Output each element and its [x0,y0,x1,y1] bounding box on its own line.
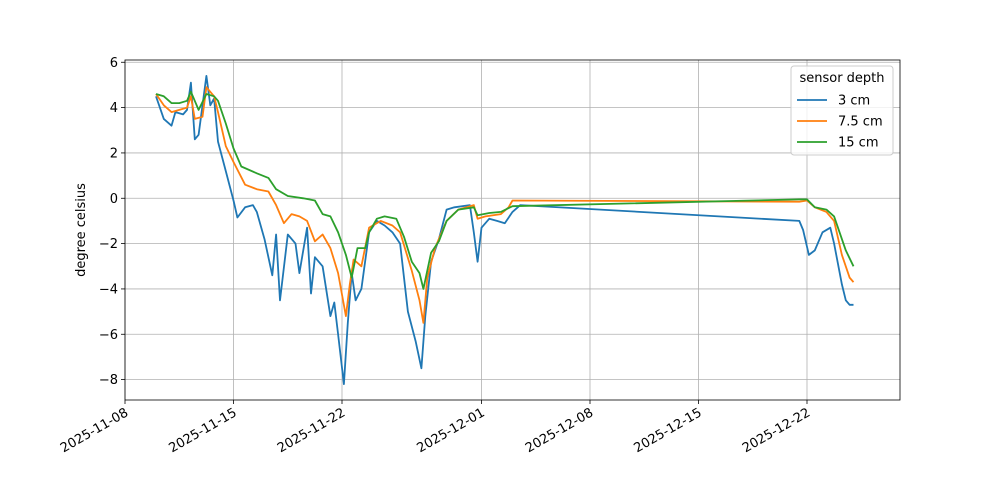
legend-label: 3 cm [838,94,870,109]
legend-box [790,65,894,156]
grid-lines [124,60,900,400]
y-tick-label: −8 [99,373,118,388]
x-axis-ticks: 2025-11-08 2025-11-15 2025-11-22 2025-12-01… [58,400,813,456]
x-tick-label: 2025-12-01 [415,405,488,456]
x-tick-label: 2025-11-22 [275,405,348,456]
x-tick-label: 2025-11-08 [58,405,131,456]
legend-items: 3 cm 7.5 cm 15 cm [797,94,883,151]
legend: sensor depth 3 cm 7.5 cm 15 cm [790,65,894,156]
series-line [155,90,855,290]
y-axis-label: degree celsius [74,183,89,277]
x-tick-label: 2025-12-08 [523,405,596,456]
series-lines [155,75,855,385]
y-tick-label: −6 [99,328,118,343]
y-axis-ticks: −8 −6 −4 −2 0 2 4 6 [99,56,125,388]
legend-label: 15 cm [838,136,879,151]
y-tick-label: −2 [99,237,118,252]
plot-area [125,60,900,400]
series-line [155,86,855,324]
x-tick-label: 2025-11-15 [167,405,240,456]
x-tick-label: 2025-12-15 [632,405,705,456]
legend-title: sensor depth [799,71,884,86]
y-tick-label: −4 [99,282,118,297]
y-tick-label: 6 [110,56,118,71]
y-tick-label: 4 [110,101,118,116]
legend-label: 7.5 cm [838,115,883,130]
x-tick-label: 2025-12-22 [740,405,813,456]
plot-frame [124,59,901,401]
y-tick-label: 2 [110,146,118,161]
y-tick-label: 0 [110,192,118,207]
